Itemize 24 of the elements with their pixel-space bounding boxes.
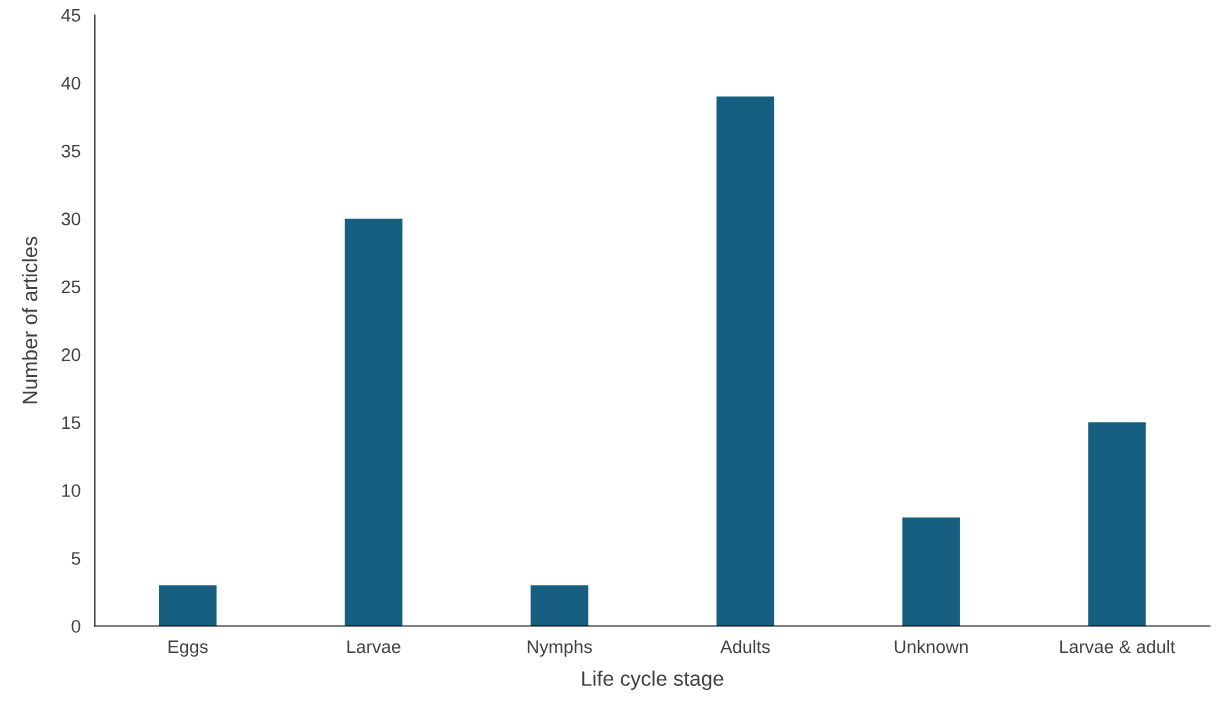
x-tick-label: Unknown bbox=[894, 639, 968, 654]
y-tick-label: 35 bbox=[61, 144, 81, 158]
y-tick-label: 5 bbox=[71, 552, 81, 565]
bar bbox=[344, 218, 403, 627]
y-tick-label: 30 bbox=[61, 212, 81, 226]
y-tick-label: 15 bbox=[62, 416, 81, 430]
y-tick-label: 10 bbox=[62, 484, 81, 497]
y-tick-label: 20 bbox=[61, 348, 81, 362]
y-tick-label: 0 bbox=[71, 619, 81, 633]
bar bbox=[530, 585, 589, 627]
x-tick-label: Eggs bbox=[168, 640, 208, 657]
bar bbox=[716, 96, 775, 627]
y-tick-label: 40 bbox=[61, 76, 81, 90]
x-axis-title: Life cycle stage bbox=[582, 670, 724, 691]
y-tick-label: 45 bbox=[61, 9, 81, 22]
x-tick-label: Nymphs bbox=[527, 639, 592, 657]
bar bbox=[158, 585, 217, 627]
x-tick-label: Adults bbox=[720, 639, 770, 654]
y-tick-label: 25 bbox=[61, 280, 81, 294]
bar bbox=[1088, 422, 1146, 627]
x-tick-label: Larvae & adult bbox=[1060, 639, 1176, 654]
y-axis-title: Number of articles bbox=[22, 236, 38, 404]
x-tick-label: Larvae bbox=[347, 640, 401, 654]
bar bbox=[902, 517, 960, 627]
